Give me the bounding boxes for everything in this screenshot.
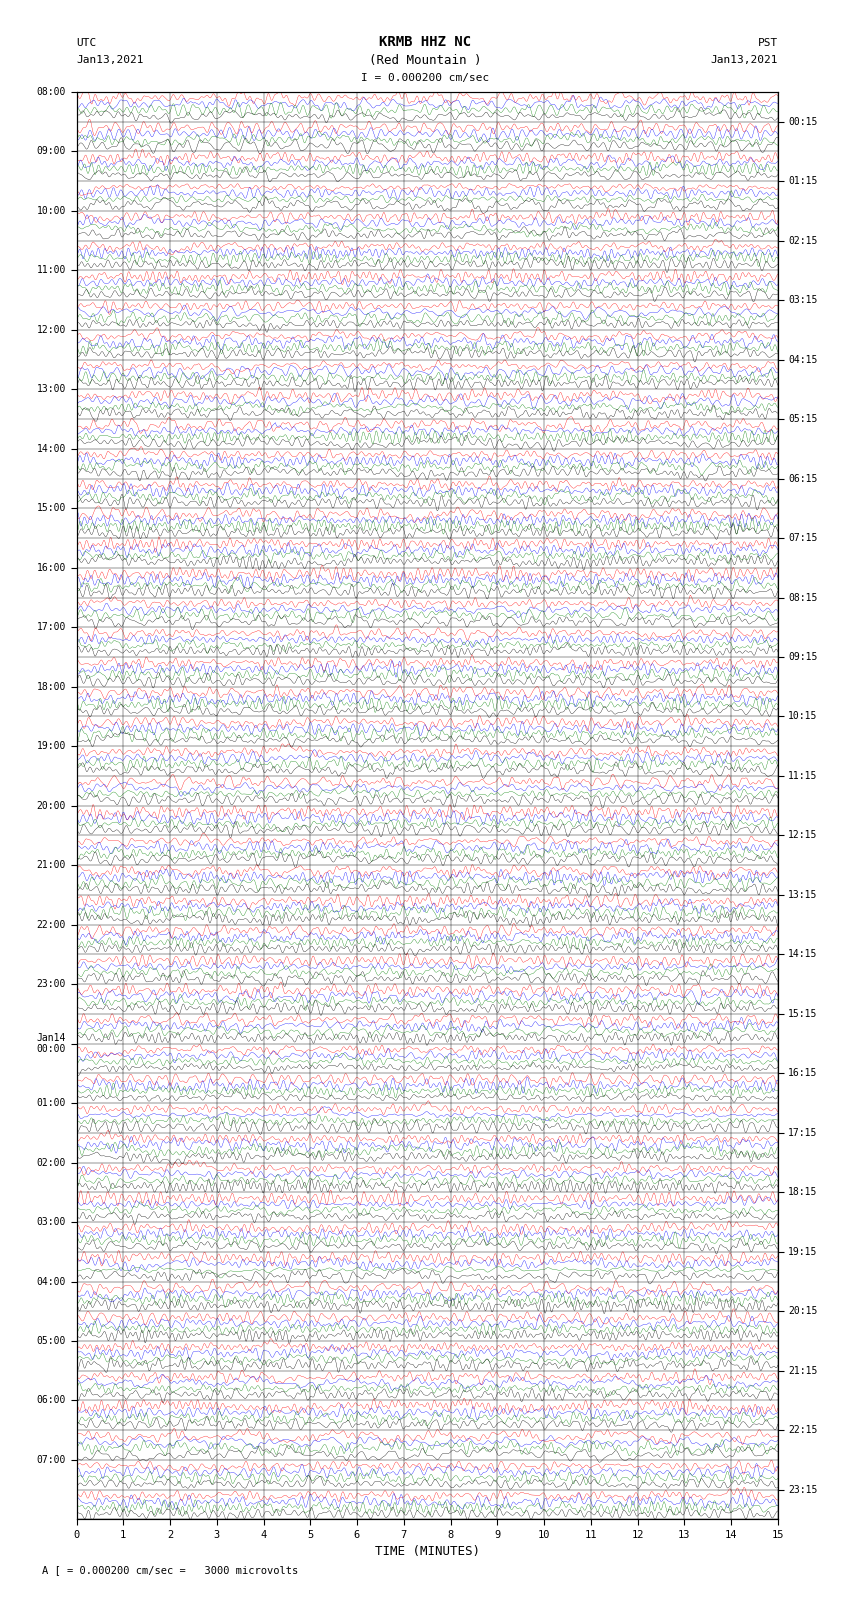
Text: (Red Mountain ): (Red Mountain )	[369, 53, 481, 66]
Text: KRMB HHZ NC: KRMB HHZ NC	[379, 35, 471, 50]
X-axis label: TIME (MINUTES): TIME (MINUTES)	[375, 1545, 479, 1558]
Text: Jan13,2021: Jan13,2021	[76, 55, 144, 65]
Text: Jan13,2021: Jan13,2021	[711, 55, 778, 65]
Text: PST: PST	[757, 39, 778, 48]
Text: I = 0.000200 cm/sec: I = 0.000200 cm/sec	[361, 73, 489, 84]
Text: UTC: UTC	[76, 39, 97, 48]
Text: A [ = 0.000200 cm/sec =   3000 microvolts: A [ = 0.000200 cm/sec = 3000 microvolts	[42, 1565, 298, 1574]
